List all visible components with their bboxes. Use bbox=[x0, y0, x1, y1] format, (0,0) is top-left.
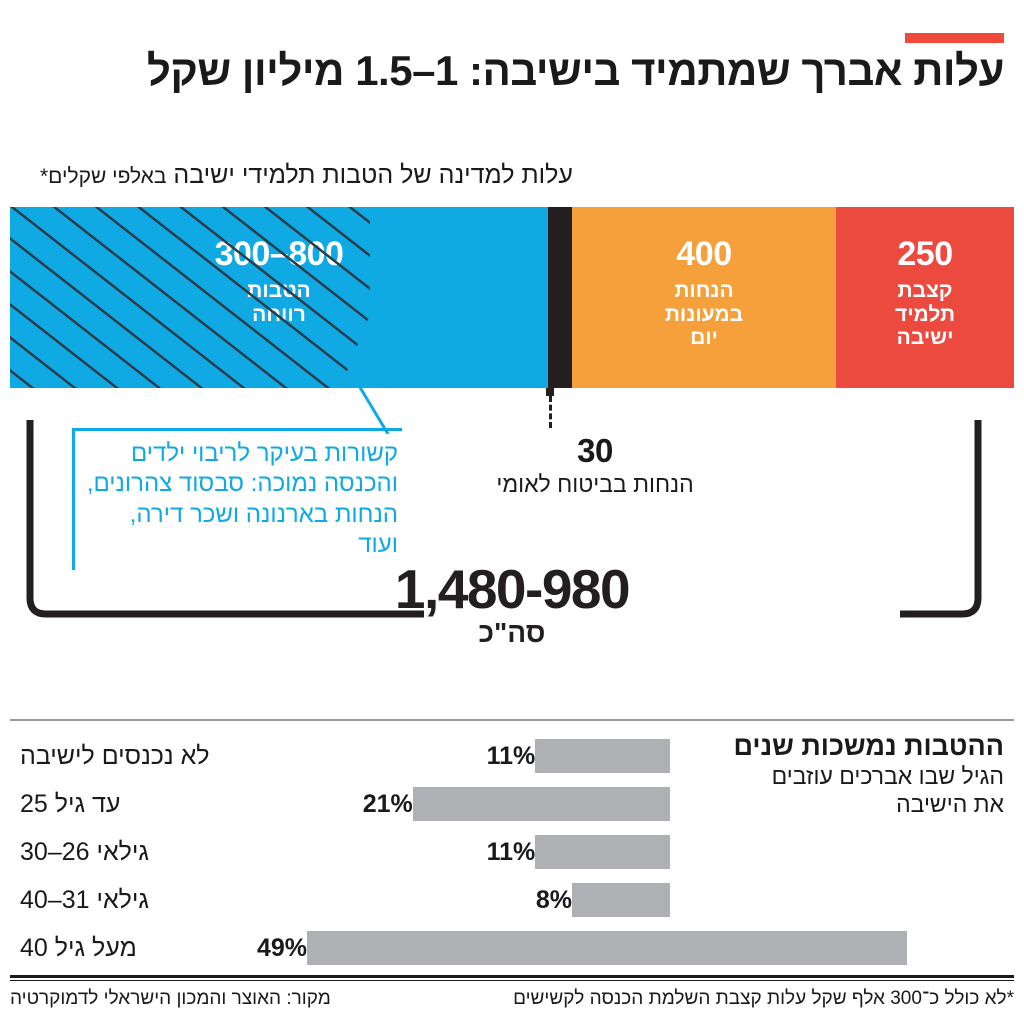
segment-label-line1: הנחות bbox=[674, 279, 734, 302]
section2-subtitle-line1: הגיל שבו אברכים עוזבים bbox=[771, 763, 1004, 790]
section2-heading: ההטבות נמשכות שנים הגיל שבו אברכים עוזבי… bbox=[674, 731, 1004, 818]
total-label: סה"כ bbox=[478, 617, 546, 648]
footnote: *לא כולל כ־300 אלף שקל עלות קצבת השלמת ה… bbox=[513, 988, 1014, 1009]
bar-percent: 49% bbox=[257, 933, 308, 962]
annotation-value: 30 bbox=[577, 432, 613, 469]
section2-subtitle-line2: את הישיבה bbox=[896, 790, 1004, 817]
segment-label-line2: רווחה bbox=[252, 302, 306, 326]
annotation-label: הנחות בביטוח לאומי bbox=[496, 470, 694, 497]
chart-subtitle-main: עלות למדינה של הטבות תלמידי ישיבה bbox=[173, 161, 573, 189]
segment-label-line2: תלמיד bbox=[894, 302, 956, 326]
section2-title: ההטבות נמשכות שנים bbox=[733, 731, 1004, 761]
divider-stub bbox=[546, 388, 554, 396]
bar-label: גילאי 31–40 bbox=[20, 885, 149, 914]
bar-label: לא נכנסים לישיבה bbox=[20, 741, 210, 770]
bar-row: לא נכנסים לישיבה 11% bbox=[10, 732, 670, 780]
segment-label: הטבות רווחה bbox=[247, 279, 311, 326]
bar-track: 11% bbox=[245, 732, 670, 780]
bar-label: מעל גיל 40 bbox=[20, 933, 137, 962]
callout-text: קשורות בעיקר לריבוי ילדים והכנסה נמוכה: … bbox=[86, 440, 398, 559]
segment-label-line2: במעונות bbox=[664, 302, 744, 326]
section-divider-rule bbox=[10, 719, 1014, 721]
bar-segment-welfare: 800–300 הטבות רווחה bbox=[10, 207, 548, 388]
bar-percent: 8% bbox=[535, 885, 572, 914]
bar-track: 11% bbox=[245, 828, 670, 876]
segment-label: קצבת תלמיד ישיבה bbox=[895, 279, 955, 350]
callout-box: קשורות בעיקר לריבוי ילדים והכנסה נמוכה: … bbox=[72, 428, 402, 570]
bar-fill bbox=[307, 931, 908, 965]
section2-subtitle: הגיל שבו אברכים עוזבים את הישיבה bbox=[674, 763, 1004, 818]
age-distribution-bar-chart: לא נכנסים לישיבה 11% עד גיל 25 21% גילאי… bbox=[10, 732, 908, 972]
bar-label: גילאי 26–30 bbox=[20, 837, 149, 866]
bar-fill bbox=[412, 787, 670, 821]
bar-fill bbox=[535, 739, 670, 773]
bar-row: עד גיל 25 21% bbox=[10, 780, 670, 828]
bar-segment-daycare: 400 הנחות במעונות יום bbox=[572, 207, 836, 388]
page-title: עלות אברך שמתמיד בישיבה: 1–1.5 מיליון שק… bbox=[146, 47, 1005, 94]
bar-percent: 21% bbox=[362, 789, 413, 818]
segment-value: 400 bbox=[676, 235, 732, 273]
bar-row: גילאי 26–30 11% bbox=[10, 828, 670, 876]
segment-value: 250 bbox=[897, 235, 953, 273]
segment-label-line3: ישיבה bbox=[896, 326, 954, 350]
footer-rule-thin bbox=[10, 980, 1014, 981]
stacked-bar-chart: 800–300 הטבות רווחה 400 הנחות במעונות יו… bbox=[10, 207, 1014, 388]
segment-value: 800–300 bbox=[214, 235, 344, 273]
bar-segment-national-insurance bbox=[548, 207, 572, 388]
bar-track: 21% bbox=[245, 780, 670, 828]
bar-fill bbox=[572, 883, 670, 917]
chart-subtitle: עלות למדינה של הטבות תלמידי ישיבה באלפי … bbox=[20, 160, 1004, 190]
bar-row: גילאי 31–40 8% bbox=[10, 876, 670, 924]
segment-label-line1: הטבות bbox=[247, 279, 311, 302]
bar-segment-yeshiva-stipend: 250 קצבת תלמיד ישיבה bbox=[836, 207, 1014, 388]
bar-percent: 11% bbox=[486, 741, 536, 770]
bar-row: מעל גיל 40 49% bbox=[10, 924, 908, 972]
accent-rule bbox=[905, 33, 1004, 43]
bar-label: עד גיל 25 bbox=[20, 789, 121, 818]
segment-label-line1: קצבת bbox=[897, 279, 953, 302]
chart-subtitle-note: באלפי שקלים* bbox=[40, 165, 167, 188]
annotation-national-insurance: 30 הנחות בביטוח לאומי bbox=[430, 432, 760, 497]
source-credit: מקור: האוצר והמכון הישראלי לדמוקרטיה bbox=[10, 988, 331, 1009]
bar-track: 49% bbox=[245, 924, 908, 972]
total-value: 1,480-980 bbox=[394, 558, 631, 620]
footer-rule-thick bbox=[10, 975, 1014, 978]
divider-leader-line bbox=[549, 396, 552, 428]
bar-percent: 11% bbox=[486, 837, 536, 866]
bar-fill bbox=[535, 835, 670, 869]
bar-track: 8% bbox=[245, 876, 670, 924]
segment-label-line3: יום bbox=[690, 326, 718, 350]
total-block: 1,480-980 סה"כ bbox=[0, 562, 1024, 649]
segment-label: הנחות במעונות יום bbox=[665, 279, 743, 350]
